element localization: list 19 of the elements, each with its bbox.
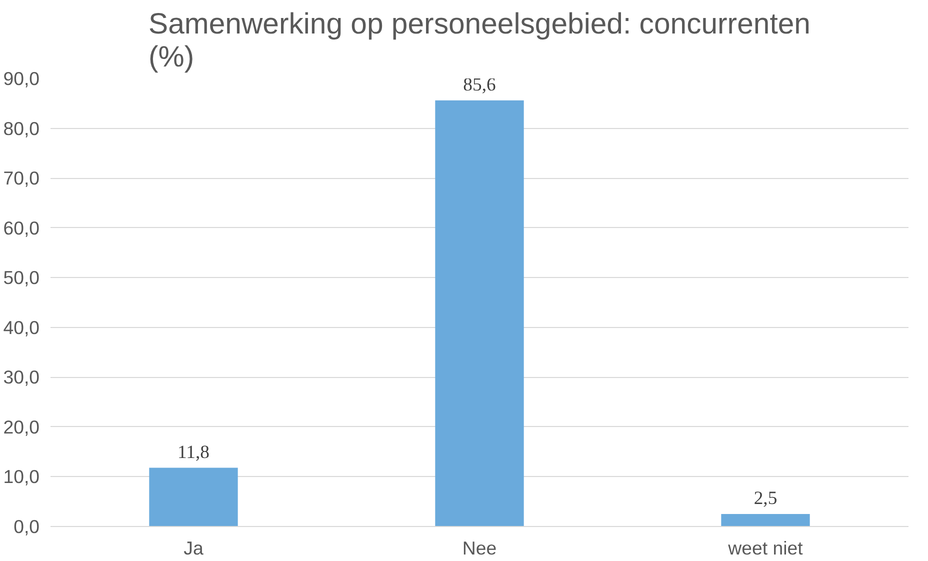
bar — [721, 514, 810, 526]
x-tick-label: Ja — [184, 538, 204, 558]
y-tick-label: 70,0 — [3, 168, 40, 189]
chart-title: Samenwerking op personeelsgebied: concurrenten (%) — [148, 8, 810, 74]
y-tick-label: 60,0 — [3, 217, 40, 238]
data-label: 2,5 — [754, 488, 778, 510]
x-tick-label: weet niet — [727, 538, 804, 558]
x-tick-label: Nee — [462, 538, 497, 558]
bar — [149, 468, 238, 526]
y-tick-label: 30,0 — [3, 366, 40, 388]
y-tick-label: 40,0 — [3, 316, 40, 338]
y-tick-label: 10,0 — [3, 466, 40, 488]
y-tick-label: 90,0 — [3, 68, 40, 89]
y-tick-label: 80,0 — [3, 118, 40, 139]
data-label: 11,8 — [178, 442, 210, 463]
y-tick-label: 0,0 — [14, 516, 40, 537]
y-tick-label: 50,0 — [3, 267, 40, 288]
bar — [435, 100, 524, 526]
y-tick-label: 20,0 — [3, 416, 40, 438]
